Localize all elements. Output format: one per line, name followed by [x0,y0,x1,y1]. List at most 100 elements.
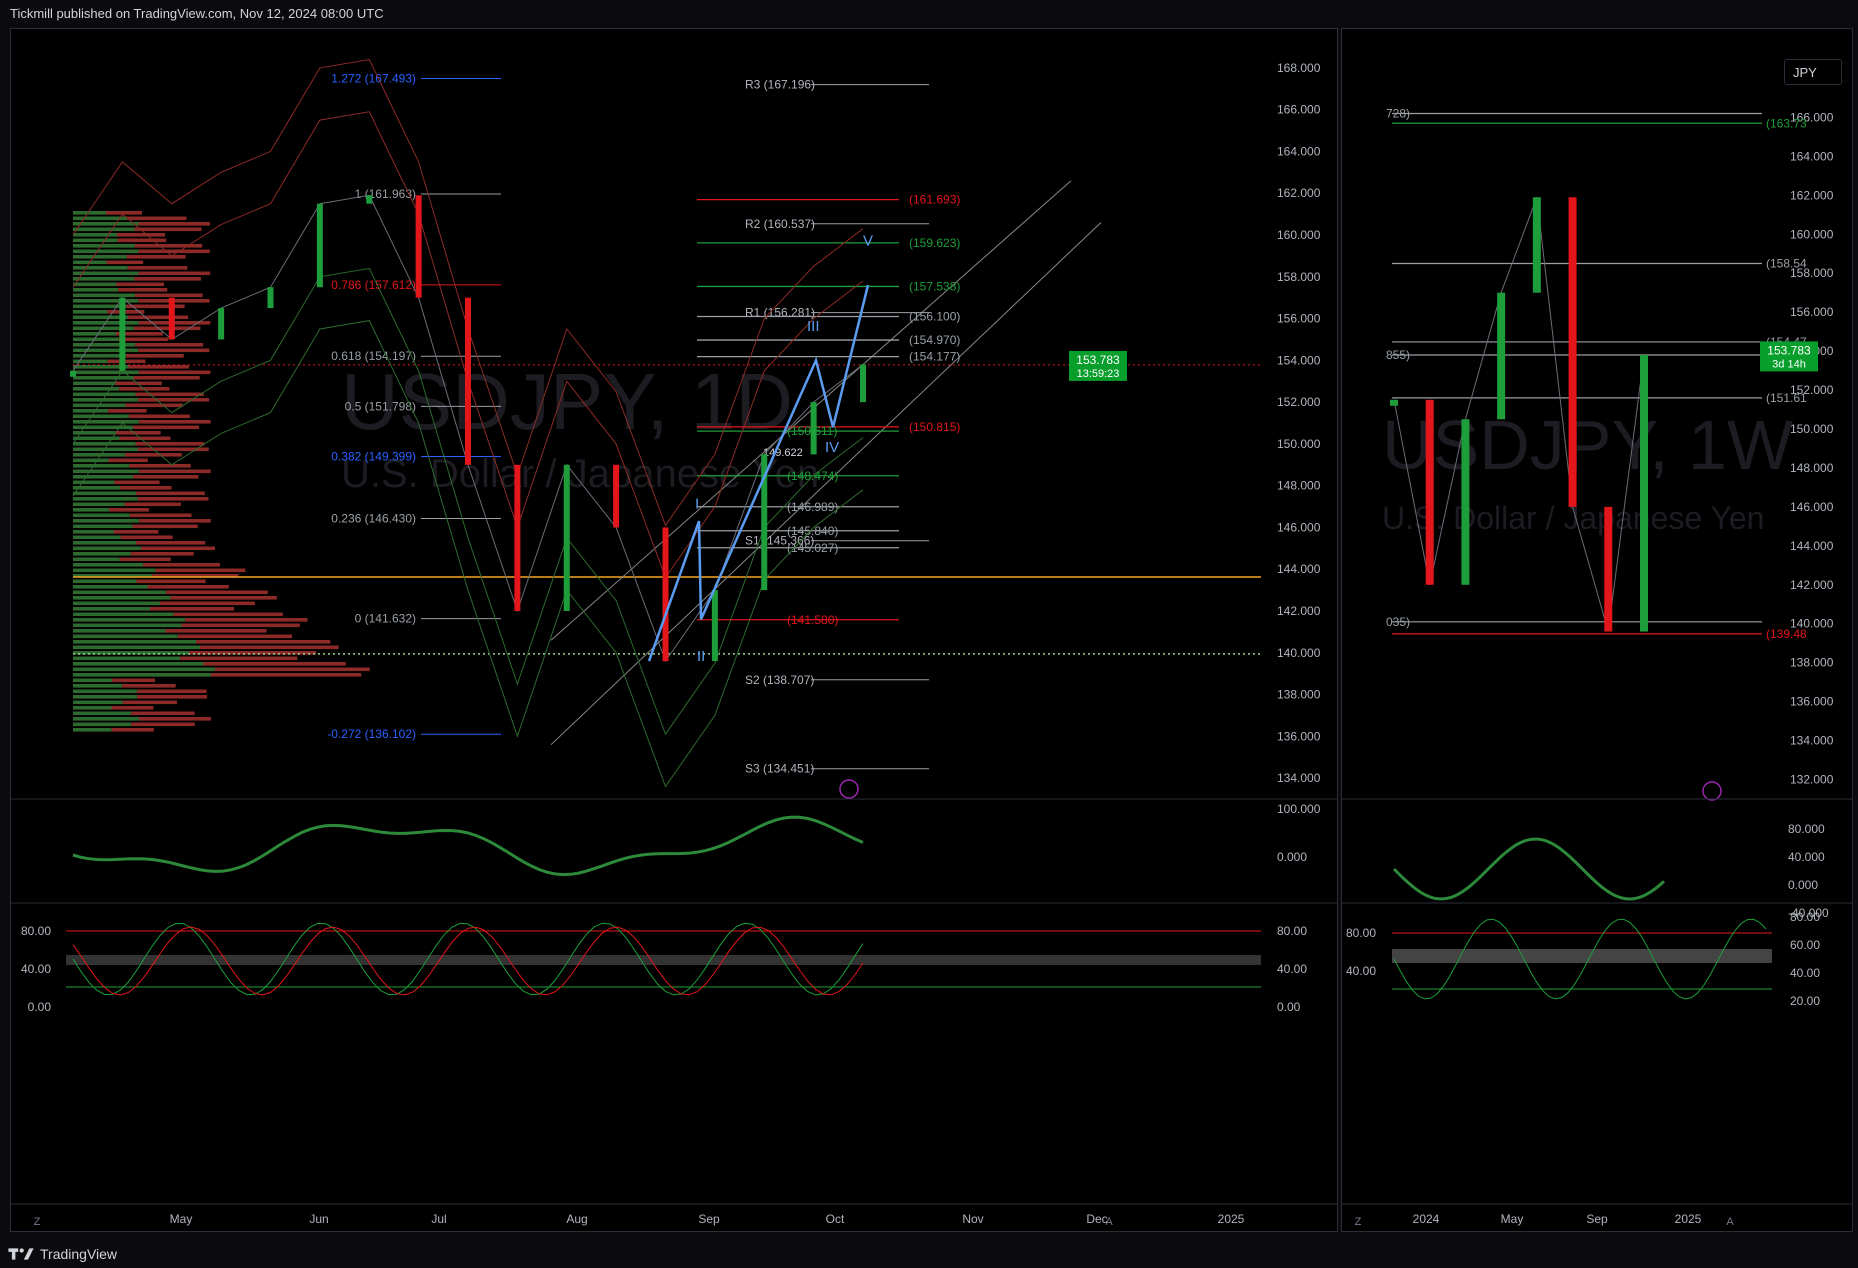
wave-label: II [697,648,705,665]
volume-profile-bar [128,365,190,369]
price-candle [316,203,323,288]
volume-profile-bar [140,546,216,551]
fib-label: 0.618 (154.197) [331,349,416,363]
volume-profile-bar [138,348,210,353]
x-axis-tick: Dec [1086,1212,1107,1226]
volume-profile-bar [73,579,137,584]
stoch-band [1392,949,1772,963]
volume-profile-bar [73,249,139,254]
volume-profile-bar [138,717,211,721]
level-label: (163.73 [1766,116,1807,130]
volume-profile-bar [73,475,133,479]
volume-profile-bar [73,662,204,666]
pivot-label: R1 (156.281) [745,306,815,320]
volume-profile-bar [73,277,135,281]
x-axis-tick: May [1501,1212,1524,1226]
volume-profile-bar [138,370,211,375]
volume-profile-bar [180,656,298,661]
volume-profile-bar [73,535,121,540]
stoch-axis-tick: 40.00 [1277,962,1307,976]
volume-profile-bar [73,601,160,606]
fib-label: 0.382 (149.399) [331,449,416,463]
volume-profile-bar [73,711,132,716]
volume-profile-bar [147,585,229,589]
level-label: (139.48 [1766,627,1807,641]
y-axis-tick: 146.000 [1790,500,1834,514]
fib-label: 0.236 (146.430) [331,511,416,525]
y-axis-tick: 144.000 [1790,539,1834,553]
volume-profile-bar [166,590,268,595]
volume-profile-bar [73,464,130,468]
volume-profile-bar [73,480,115,485]
fib-label: 0.786 (157.612) [331,278,416,292]
daily-chart-panel[interactable]: USDJPY, 1D U.S. Dollar / Japanese Yen 168.… [10,28,1338,1232]
volume-profile-bar [126,255,186,259]
volume-profile-bar [73,502,125,507]
volume-profile-bar [122,684,176,688]
volume-profile-bar [73,590,167,595]
price-badge-countdown: 13:59:23 [1077,368,1120,380]
volume-profile-bar [214,667,370,672]
volume-profile-bar [73,524,133,529]
volume-profile-bar [73,458,109,463]
volume-profile-bar [73,216,128,221]
price-candle [415,195,422,298]
symbol-watermark: USDJPY, 1W [1382,406,1793,484]
volume-profile-bar [138,222,210,226]
volume-profile-bar [118,288,168,292]
momentum-axis-tick: 0.000 [1277,850,1307,864]
weekly-chart-panel[interactable]: USDJPY, 1WU.S. Dollar / Japanese Yen168.… [1341,28,1853,1232]
volume-profile-bar [125,354,184,358]
momentum-line [1392,837,1665,901]
volume-profile-bar [73,227,135,232]
volume-profile-bar [112,678,156,683]
momentum-axis-tick: 80.000 [1788,822,1825,836]
target-label: (154.970) [909,333,960,347]
volume-profile-bar [73,222,139,226]
volume-profile-bar [138,249,210,254]
y-axis-tick: 164.000 [1790,149,1834,163]
volume-profile-bar [73,585,148,589]
volume-profile-bar [73,618,186,622]
price-candle [1532,197,1541,293]
zoom-reset-button: Z [1355,1216,1362,1228]
volume-profile-bar [73,700,123,705]
stoch-axis-tick: 60.00 [1790,938,1820,952]
fib-label: -0.272 (136.102) [327,727,416,741]
volume-profile-bar [73,574,153,578]
x-axis-tick: Jun [309,1212,328,1226]
volume-profile-bar [177,634,292,639]
symbol-button[interactable]: JPY [1784,59,1842,85]
volume-profile-bar [73,513,130,518]
momentum-axis-tick: -40.000 [1788,906,1829,920]
x-axis-tick: Aug [566,1212,587,1226]
footer-brand[interactable]: TradingView [8,1246,117,1262]
volume-profile-bar [73,398,139,402]
volume-profile-bar [73,678,113,683]
price-candle [860,364,866,403]
y-axis-tick: 152.000 [1790,383,1834,397]
volume-profile-bar [131,722,195,727]
auto-scale-button: A [1726,1216,1734,1228]
price-badge-value: 153.783 [1767,343,1811,357]
volume-profile-bar [173,612,283,617]
volume-profile-bar [129,513,192,518]
momentum-axis-tick: 0.000 [1788,878,1818,892]
envelope-line [72,320,864,788]
weekly-chart-svg[interactable]: USDJPY, 1WU.S. Dollar / Japanese Yen168.… [1342,29,1852,1231]
volume-profile-bar [73,557,120,562]
price-candle [613,464,620,528]
x-axis-tick: 2025 [1218,1212,1245,1226]
daily-chart-svg[interactable]: USDJPY, 1DU.S. Dollar / Japanese Yen168.… [11,29,1337,1231]
channel-line [550,222,1102,746]
volume-profile-bar [73,365,129,369]
y-axis-tick: 140.000 [1277,646,1321,660]
price-series-line [1393,197,1645,632]
price-candle [662,527,669,662]
volume-profile-bar [73,651,190,655]
lightning-icon [839,779,859,799]
pivot-label: R3 (167.196) [745,78,815,92]
volume-profile-bar [73,530,114,534]
y-axis-tick: 156.000 [1790,305,1834,319]
volume-profile-bar [73,629,166,633]
